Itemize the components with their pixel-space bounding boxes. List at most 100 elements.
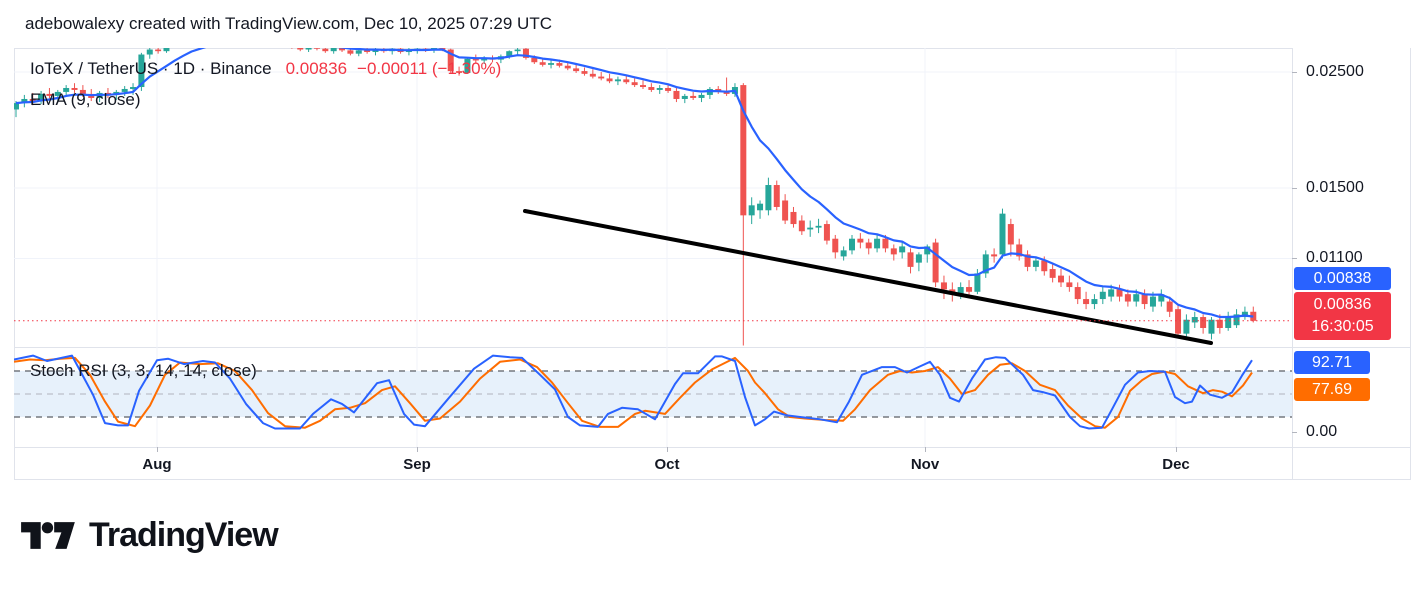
candle-body <box>840 250 847 257</box>
candle-body <box>155 49 162 52</box>
candle-body <box>1183 319 1190 334</box>
candle-body <box>606 78 613 82</box>
stoch-d-line <box>14 356 1253 429</box>
candle-body <box>656 87 663 90</box>
candle-body <box>991 254 998 257</box>
price-axis-label: 0.02500 <box>1306 63 1364 80</box>
month-tick <box>667 447 668 452</box>
candle-body <box>146 49 153 55</box>
month-label-aug: Aug <box>142 456 172 473</box>
candle-body <box>1158 294 1165 302</box>
candle-body <box>982 254 989 274</box>
candle-body <box>539 62 546 65</box>
candle-body <box>782 200 789 221</box>
candle-body <box>130 87 137 89</box>
candle-body <box>556 63 563 66</box>
candle-body <box>63 87 70 92</box>
candle-body <box>1083 299 1090 305</box>
candle-body <box>347 50 354 54</box>
candle-body <box>924 246 931 255</box>
candle-body <box>464 58 471 73</box>
candle-body <box>1208 319 1215 334</box>
candle-body <box>1091 299 1098 305</box>
candle-body <box>447 49 454 72</box>
candle-body <box>1216 319 1223 328</box>
candle-body <box>305 48 312 50</box>
price-pane-chart[interactable] <box>14 48 1292 347</box>
candle-body <box>1074 287 1081 300</box>
candle-body <box>71 87 78 90</box>
candle-body <box>297 48 304 50</box>
candle-body <box>823 224 830 241</box>
candle-body <box>815 225 822 228</box>
legend-last-price: 0.00836 <box>285 59 348 78</box>
symbol-title: IoTeX / TetherUS · 1D · Binance <box>30 59 272 78</box>
price-axis-tick <box>1292 258 1297 260</box>
candle-body <box>665 87 672 91</box>
month-tick <box>157 447 158 452</box>
frame-right-border <box>1410 48 1411 479</box>
candle-body <box>138 54 145 88</box>
frame-bottom-border <box>14 479 1411 480</box>
frame-left-border <box>14 48 15 479</box>
tradingview-logo[interactable]: TradingView <box>21 516 279 555</box>
candle-body <box>1032 260 1039 267</box>
candle-body <box>1049 269 1056 278</box>
pane-separator <box>14 347 1411 348</box>
ema-value-badge: 0.00838 <box>1294 267 1391 290</box>
price-axis-label: 0.01500 <box>1306 179 1364 197</box>
candle-body <box>648 87 655 90</box>
stoch-k-line <box>14 354 1253 430</box>
last-price-badge: 0.00836 16:30:05 <box>1294 292 1391 340</box>
candle-body <box>1166 301 1173 312</box>
candle-body <box>589 73 596 77</box>
candle-body <box>1066 282 1073 288</box>
price-axis-label: 0.01100 <box>1306 249 1363 267</box>
candle-body <box>581 71 588 74</box>
axis-top-border <box>14 447 1411 448</box>
candle-body <box>1225 317 1232 328</box>
frame-top-border <box>14 48 1293 49</box>
candle-body <box>882 238 889 249</box>
candle-body <box>1241 311 1248 318</box>
candle-body <box>1200 317 1207 328</box>
candle-body <box>999 213 1006 255</box>
month-label-sep: Sep <box>403 456 431 473</box>
stoch-rsi-pane-chart[interactable] <box>14 347 1292 447</box>
candle-body <box>1016 244 1023 257</box>
candle-body <box>1007 224 1014 245</box>
candle-body <box>640 85 646 88</box>
candle-body <box>1191 317 1198 323</box>
candle-body <box>1149 296 1156 307</box>
stoch-k-badge: 92.71 <box>1294 351 1370 374</box>
candle-body <box>857 238 864 243</box>
candle-body <box>472 58 479 61</box>
descending-trendline[interactable] <box>523 209 1213 345</box>
candle-body <box>765 185 772 211</box>
candle-body <box>1024 254 1031 267</box>
candle-body <box>849 238 855 251</box>
tradingview-logo-text: TradingView <box>89 516 279 554</box>
price-axis-divider <box>1292 48 1293 479</box>
candle-body <box>614 79 621 82</box>
candle-body <box>966 287 973 292</box>
month-tick <box>1176 447 1177 452</box>
legend-change: −0.00011 (−1.30%) <box>357 59 502 78</box>
candle-body <box>121 88 128 92</box>
candle-body <box>46 93 53 96</box>
candle-body <box>355 50 362 54</box>
candle-body <box>932 242 939 283</box>
symbol-legend: IoTeX / TetherUS · 1D · Binance 0.00836 −0… <box>30 59 501 79</box>
countdown-timer: 16:30:05 <box>1311 318 1374 335</box>
candle-body <box>915 254 922 263</box>
candle-body <box>372 49 379 53</box>
candle-body <box>1041 260 1048 272</box>
candle-body <box>890 248 897 255</box>
candle-body <box>313 48 320 49</box>
candle-body <box>757 203 764 211</box>
candle-body <box>698 94 705 98</box>
ema-indicator-legend: EMA (9, close) <box>30 90 141 109</box>
candle-body <box>899 246 906 253</box>
candle-body <box>548 63 555 65</box>
price-axis-tick <box>1292 72 1297 73</box>
